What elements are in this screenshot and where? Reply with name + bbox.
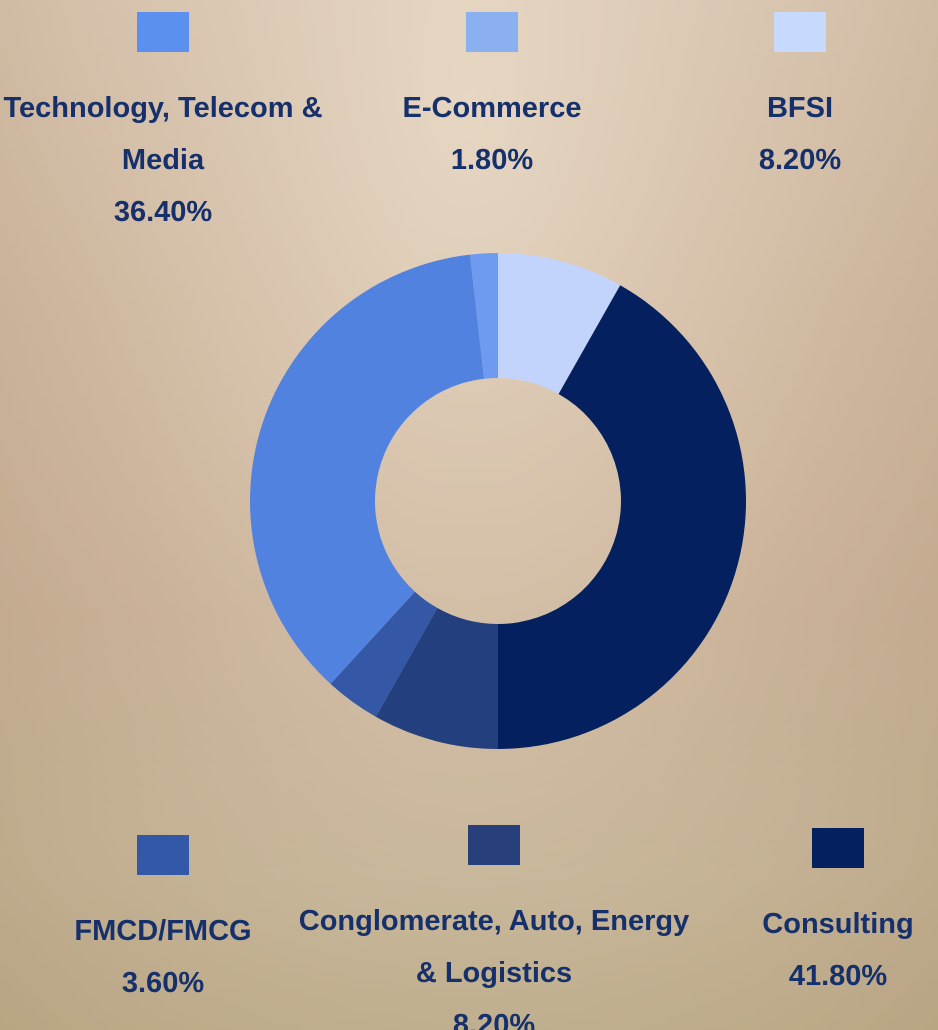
slice bbox=[498, 253, 621, 394]
slice bbox=[330, 591, 438, 717]
legend-item: Consulting 41.80% bbox=[738, 828, 938, 1002]
value-label: 36.40% bbox=[113, 196, 213, 228]
legend-swatch bbox=[137, 835, 189, 875]
slice bbox=[249, 254, 485, 684]
legend-item: Technology, Telecom & Media 36.40% bbox=[3, 12, 323, 238]
legend-item: Conglomerate, Auto, Energy & Logistics 8.… bbox=[294, 825, 694, 1030]
legend-label: Technology, Telecom & Media bbox=[3, 92, 323, 176]
slice bbox=[470, 253, 498, 379]
legend-label: E-Commerce bbox=[402, 92, 582, 124]
legend-label: BFSI bbox=[766, 92, 834, 124]
legend-label: FMCD/FMCG bbox=[74, 915, 252, 947]
legend-item: FMCD/FMCG 3.60% bbox=[23, 835, 303, 1009]
legend-swatch bbox=[468, 825, 520, 865]
legend-label: Consulting bbox=[762, 908, 914, 940]
value-label: 8.20% bbox=[758, 144, 842, 176]
legend-swatch bbox=[466, 12, 518, 52]
slice bbox=[375, 608, 498, 749]
slice bbox=[498, 285, 746, 749]
value-label: 41.80% bbox=[788, 960, 888, 992]
legend-swatch bbox=[774, 12, 826, 52]
value-label: 3.60% bbox=[121, 967, 205, 999]
value-label: 1.80% bbox=[450, 144, 534, 176]
value-label: 8.20% bbox=[452, 1009, 536, 1030]
legend-label: Conglomerate, Auto, Energy & Logistics bbox=[298, 905, 690, 989]
legend-swatch bbox=[137, 12, 189, 52]
legend-swatch bbox=[812, 828, 864, 868]
legend-item: E-Commerce 1.80% bbox=[362, 12, 622, 186]
legend-item: BFSI 8.20% bbox=[700, 12, 900, 186]
